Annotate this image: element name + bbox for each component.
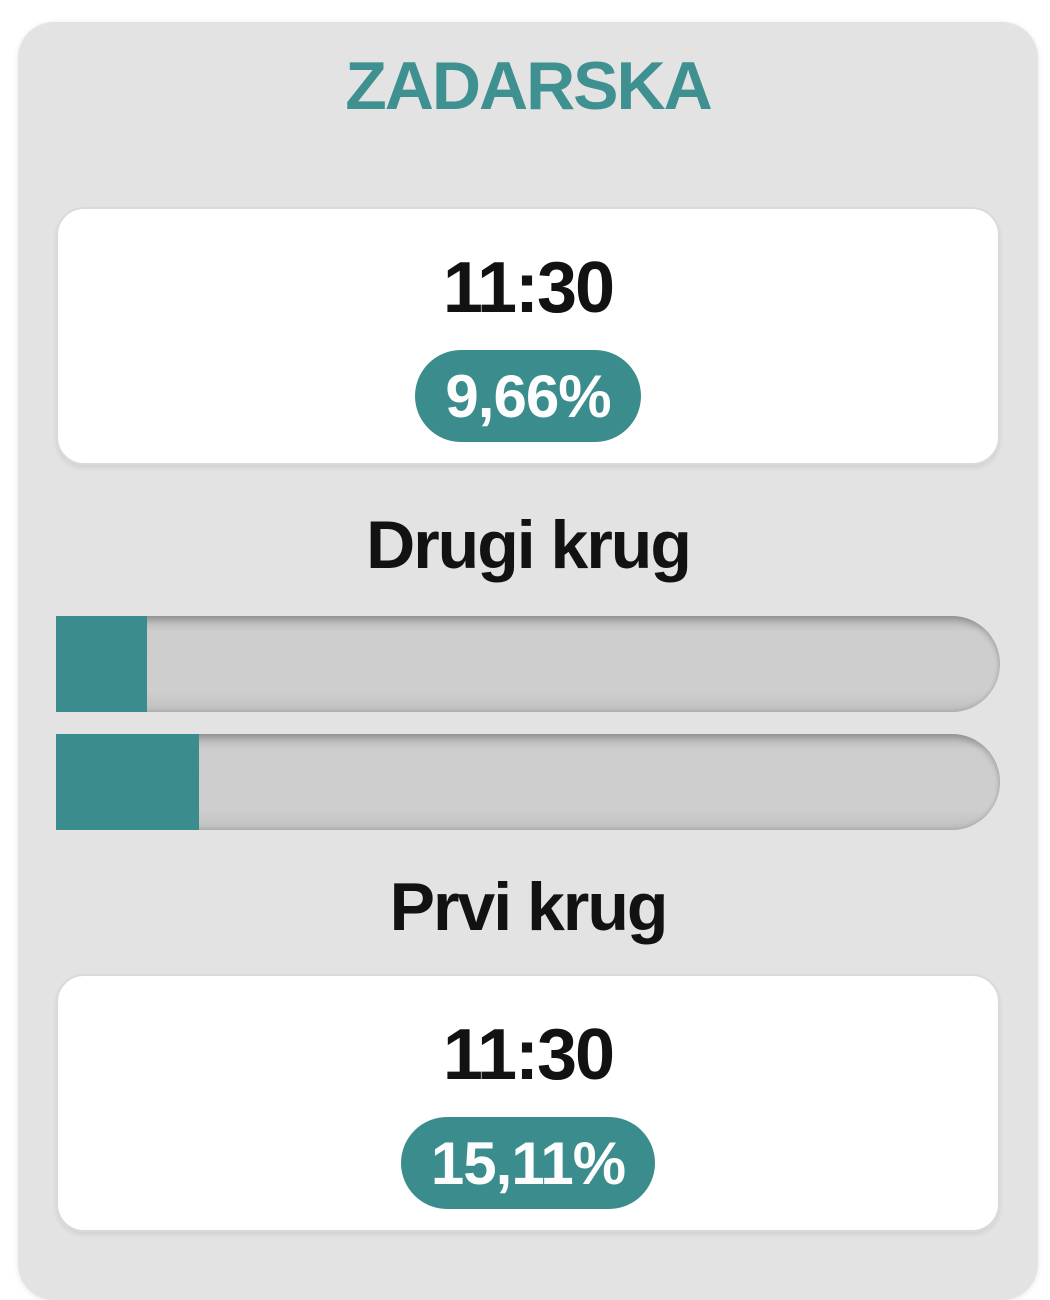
county-card: ZADARSKA 11:30 9,66% Drugi krug Prvi kru… [18,22,1038,1300]
turnout-bar-fill-second-round [56,616,148,712]
second-round-time: 11:30 [442,248,615,328]
second-round-summary-card: 11:30 9,66% [56,207,1000,465]
turnout-bar-first-round [56,734,1000,830]
turnout-bar-fill-first-round [56,734,199,830]
turnout-bar-second-round [56,616,1000,712]
second-round-label: Drugi krug [366,507,692,583]
first-round-turnout-badge: 15,11% [400,1117,656,1209]
county-title: ZADARSKA [345,48,713,124]
first-round-time: 11:30 [442,1015,615,1095]
second-round-turnout-badge: 9,66% [415,350,641,442]
first-round-summary-card: 11:30 15,11% [56,974,1000,1232]
first-round-label: Prvi krug [389,869,669,945]
